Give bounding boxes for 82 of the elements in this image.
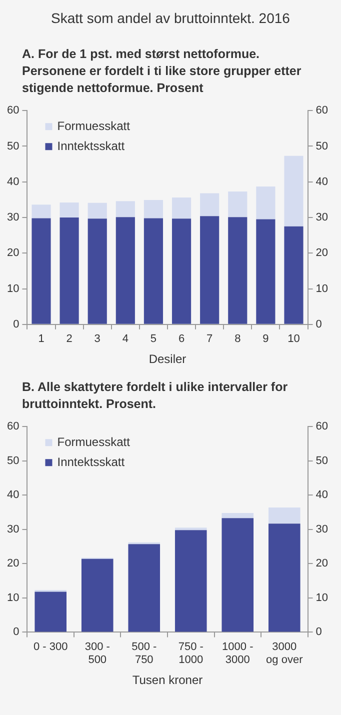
bar bbox=[222, 518, 254, 632]
legend-label: Inntektsskatt bbox=[57, 454, 126, 469]
y-tick-label: 40 bbox=[6, 489, 20, 502]
y-tick-label: 0 bbox=[13, 626, 20, 638]
bar bbox=[32, 204, 51, 218]
x-tick-label: 8 bbox=[234, 333, 241, 346]
chart-subtitle: A. For de 1 pst. med størst nettoformue. Personene er fordelt i ti like store grupper etter stigende nettoformue. Prosent bbox=[21, 46, 302, 97]
bar bbox=[174, 530, 207, 632]
x-tick-label: 750 - 1000 bbox=[178, 640, 204, 666]
bar bbox=[284, 156, 304, 226]
y-tick-label: 60 bbox=[6, 104, 20, 117]
bar bbox=[172, 198, 192, 219]
bar bbox=[88, 218, 107, 324]
y2-tick-label: 30 bbox=[316, 212, 328, 224]
y2-tick-label: 10 bbox=[316, 282, 328, 295]
y-tick-label: 20 bbox=[6, 558, 20, 570]
bar bbox=[81, 558, 114, 632]
x-tick-label: 2 bbox=[66, 333, 72, 346]
y-tick-label: 50 bbox=[6, 140, 20, 152]
bar bbox=[200, 193, 220, 216]
bar bbox=[268, 507, 300, 524]
y2-tick-label: 60 bbox=[316, 420, 328, 433]
x-tick-label: 10 bbox=[288, 333, 300, 346]
y2-tick-label: 60 bbox=[316, 104, 328, 117]
bar bbox=[60, 202, 79, 218]
x-tick-label: 6 bbox=[178, 333, 185, 346]
y2-tick-label: 50 bbox=[316, 454, 328, 467]
bar bbox=[284, 226, 304, 324]
legend-label: Inntektsskatt bbox=[57, 138, 126, 153]
y2-tick-label: 30 bbox=[316, 523, 328, 536]
bar bbox=[128, 544, 160, 632]
bar bbox=[88, 202, 107, 219]
x-tick-label: 5 bbox=[150, 333, 157, 346]
y2-tick-label: 20 bbox=[316, 558, 328, 570]
bar bbox=[60, 218, 79, 324]
y2-tick-label: 40 bbox=[316, 489, 328, 502]
legend-label: Formuesskatt bbox=[57, 118, 131, 133]
bar bbox=[228, 191, 248, 218]
x-axis-title: Desiler bbox=[148, 352, 186, 366]
bar bbox=[268, 524, 300, 632]
y-tick-label: 10 bbox=[6, 282, 20, 295]
bar bbox=[228, 217, 248, 324]
chart-title: Skatt som andel av bruttoinntekt. 2016 bbox=[50, 9, 291, 28]
y-tick-label: 30 bbox=[6, 212, 20, 224]
y2-tick-label: 10 bbox=[316, 592, 328, 604]
x-tick-label: 1 bbox=[38, 333, 44, 346]
x-tick-label: 7 bbox=[206, 333, 213, 346]
y-tick-label: 50 bbox=[6, 454, 20, 467]
x-tick-label: 1000 - 3000 bbox=[222, 640, 254, 666]
bar bbox=[222, 512, 254, 518]
x-tick-label: 500 - 750 bbox=[132, 640, 157, 666]
y-tick-label: 20 bbox=[6, 247, 20, 260]
bar bbox=[174, 528, 207, 530]
bar bbox=[256, 219, 276, 324]
y-tick-label: 10 bbox=[6, 592, 20, 604]
y-tick-label: 40 bbox=[6, 176, 20, 188]
bar bbox=[200, 216, 220, 324]
x-tick-label: 4 bbox=[122, 333, 128, 346]
x-tick-label: 3 bbox=[94, 333, 100, 346]
bar bbox=[144, 218, 164, 324]
chart-subtitle: B. Alle skattytere fordelt i ulike intervaller for bruttoinntekt. Prosent. bbox=[21, 379, 289, 413]
bar bbox=[116, 201, 135, 218]
bar bbox=[34, 592, 67, 632]
y-tick-label: 0 bbox=[13, 318, 20, 330]
y2-tick-label: 40 bbox=[316, 176, 328, 188]
x-tick-label: 9 bbox=[262, 333, 269, 346]
y2-tick-label: 0 bbox=[316, 626, 322, 638]
y2-tick-label: 50 bbox=[316, 140, 328, 152]
y-tick-label: 30 bbox=[6, 523, 20, 536]
y-tick-label: 60 bbox=[6, 420, 20, 433]
y2-tick-label: 0 bbox=[316, 318, 322, 330]
bar bbox=[116, 217, 135, 324]
bar bbox=[144, 200, 164, 218]
bar bbox=[256, 186, 276, 220]
bar bbox=[32, 218, 51, 324]
legend-label: Formuesskatt bbox=[57, 434, 131, 449]
x-tick-label: 3000 og over bbox=[266, 640, 304, 666]
x-tick-label: 300 - 500 bbox=[84, 640, 110, 666]
y2-tick-label: 20 bbox=[316, 247, 328, 260]
x-axis-title: Tusen kroner bbox=[132, 673, 203, 688]
bar bbox=[172, 218, 192, 324]
x-tick-label: 0 - 300 bbox=[33, 640, 68, 653]
